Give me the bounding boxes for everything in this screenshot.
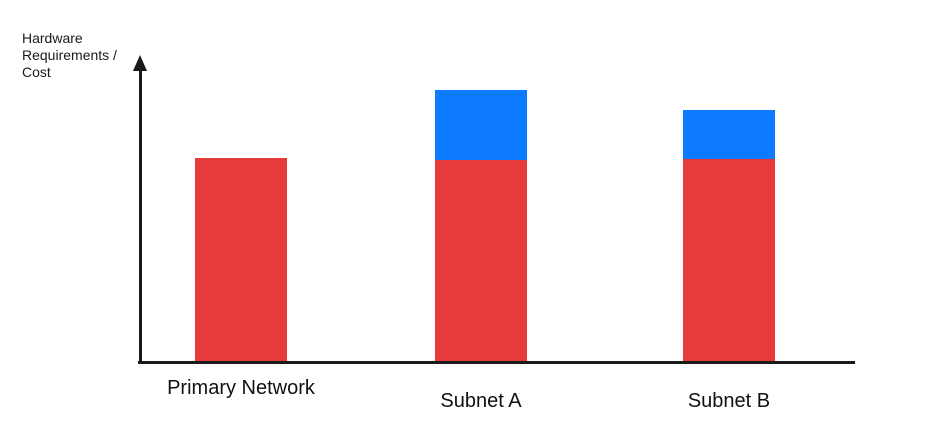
y-axis-label: Hardware Requirements / Cost — [22, 30, 117, 80]
bar-segment-red-base-segment — [435, 160, 527, 361]
x-axis-line — [138, 361, 855, 364]
arrow-up-icon — [133, 55, 147, 71]
bar-segment-blue-top-segment — [435, 90, 527, 160]
bar-segment-red-base-segment — [683, 159, 775, 361]
bar-segment-red-base-segment — [195, 158, 287, 361]
category-label: Primary Network — [167, 377, 315, 399]
category-label: Subnet B — [687, 390, 771, 412]
category-label: Subnet A — [440, 390, 522, 412]
y-axis-line — [139, 64, 142, 364]
bar-segment-blue-top-segment — [683, 110, 775, 159]
